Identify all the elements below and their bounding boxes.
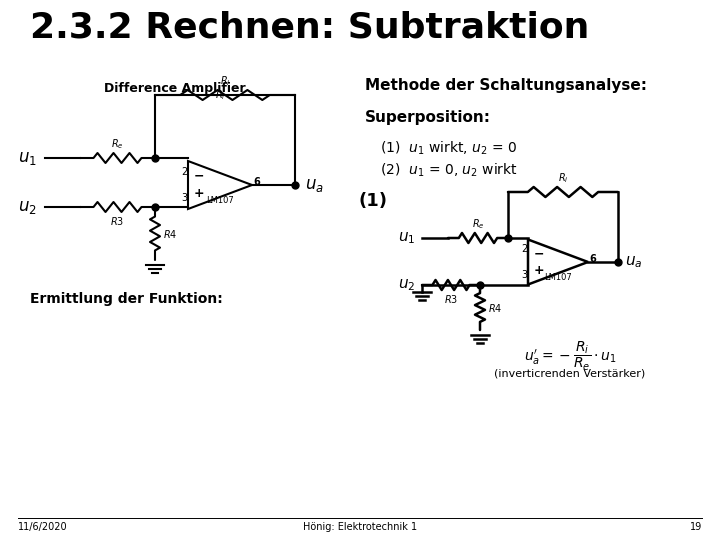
Text: Hönig: Elektrotechnik 1: Hönig: Elektrotechnik 1 [303,522,417,532]
Text: (inverticrenden Verstärker): (inverticrenden Verstärker) [495,368,646,378]
Text: (2)  $u_1$ = 0, $u_2$ wirkt: (2) $u_1$ = 0, $u_2$ wirkt [380,162,518,179]
Text: $R3$: $R3$ [110,215,125,227]
Text: (1)  $u_1$ wirkt, $u_2$ = 0: (1) $u_1$ wirkt, $u_2$ = 0 [380,140,517,157]
Text: $u_1$: $u_1$ [398,230,415,246]
Text: $R4$: $R4$ [163,227,177,240]
Text: 6: 6 [253,177,260,187]
Text: 2: 2 [521,245,527,254]
Text: $R_e$: $R_e$ [111,137,124,151]
Text: LM107: LM107 [206,196,234,205]
Text: $u_a' = -\dfrac{R_i}{R_e} \cdot u_1$: $u_a' = -\dfrac{R_i}{R_e} \cdot u_1$ [523,340,616,373]
Text: $R3$: $R3$ [444,293,458,305]
Text: $u_1$: $u_1$ [18,149,37,167]
Text: Methode der Schaltungsanalyse:: Methode der Schaltungsanalyse: [365,78,647,93]
Text: 3: 3 [181,193,187,204]
Text: $R4$: $R4$ [488,301,503,314]
Text: $u_2$: $u_2$ [18,198,37,216]
Text: $R_i$: $R_i$ [215,88,225,102]
Text: +: + [534,264,544,277]
Text: $u_a$: $u_a$ [305,176,324,194]
Text: $R_e$: $R_e$ [472,217,485,231]
Text: $u_a$: $u_a$ [625,254,642,270]
Text: Superposition:: Superposition: [365,110,491,125]
Text: −: − [194,170,204,183]
Text: LM107: LM107 [544,273,572,281]
Text: 2.3.2 Rechnen: Subtraktion: 2.3.2 Rechnen: Subtraktion [30,10,590,44]
Text: 3: 3 [521,269,527,280]
Text: −: − [534,247,544,260]
Text: 2: 2 [181,166,187,177]
Text: Difference Amplifier: Difference Amplifier [104,82,246,95]
Text: $u_2$: $u_2$ [398,277,415,293]
Text: Ermittlung der Funktion:: Ermittlung der Funktion: [30,292,222,306]
Text: 6: 6 [589,254,595,264]
Text: 11/6/2020: 11/6/2020 [18,522,68,532]
Text: (1): (1) [358,192,387,210]
Text: 19: 19 [690,522,702,532]
Text: +: + [194,187,204,200]
Text: $R_i$: $R_i$ [558,171,568,185]
Text: $R_i$: $R_i$ [220,74,230,88]
